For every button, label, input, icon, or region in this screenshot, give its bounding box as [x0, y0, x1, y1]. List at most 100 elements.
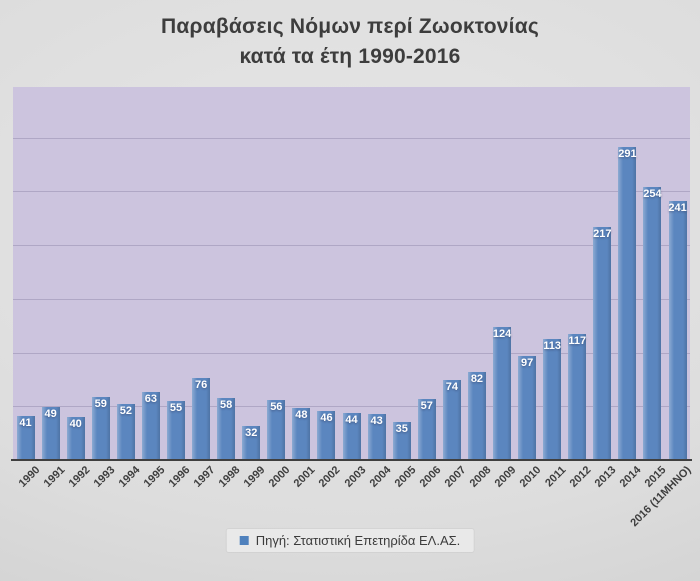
x-axis-tick-label: 2010	[517, 464, 544, 490]
bar: 32	[242, 425, 261, 460]
bar-value-label: 82	[470, 372, 484, 385]
bar-value-label: 63	[144, 393, 158, 406]
bar-slot: 52	[113, 87, 138, 460]
bar: 291	[618, 147, 637, 460]
bar-value-label: 58	[220, 398, 233, 411]
x-axis-line	[11, 459, 692, 461]
bar-value-label: 57	[420, 399, 433, 412]
bar-value-label: 124	[492, 327, 512, 340]
x-axis-tick-label: 1990	[16, 464, 43, 490]
bar: 97	[518, 355, 537, 460]
bar-slot: 74	[439, 87, 464, 460]
bar-slot: 57	[414, 87, 439, 460]
bar-slot: 40	[63, 87, 88, 460]
bar-value-label: 35	[395, 423, 408, 436]
bar: 49	[41, 407, 60, 460]
x-axis-tick-label: 2008	[467, 464, 494, 490]
bar-value-label: 56	[270, 400, 283, 413]
gridline	[13, 137, 690, 139]
bar: 35	[392, 422, 411, 460]
bar-slot: 32	[239, 87, 264, 460]
gridline	[13, 298, 690, 300]
bar-slot: 56	[264, 87, 289, 460]
legend: Πηγή: Στατιστική Επετηρίδα ΕΛ.ΑΣ.	[226, 529, 474, 552]
bar-value-label: 117	[568, 335, 587, 348]
bar-value-label: 40	[69, 418, 82, 431]
bar: 124	[492, 326, 512, 460]
bar-slot: 46	[314, 87, 339, 460]
plot-area: 41 49 40 59 52 63 55 76 58 32 56 48 46 44 43 35 57 74 82 12…	[13, 87, 690, 460]
bar-value-label: 43	[370, 414, 383, 427]
bar: 241	[668, 200, 687, 460]
x-axis-tick-label: 2006	[417, 464, 444, 490]
bar-value-label: 59	[94, 397, 107, 410]
bar-value-label: 44	[345, 413, 358, 426]
x-axis-tick-label: 2013	[592, 464, 619, 490]
bar-slot: 48	[289, 87, 314, 460]
bar: 58	[217, 397, 236, 460]
bar-value-label: 97	[520, 356, 534, 369]
bar-value-label: 291	[618, 148, 637, 161]
gridline	[13, 191, 690, 193]
bar: 63	[141, 392, 160, 460]
x-axis-tick-label: 2002	[317, 464, 343, 490]
x-axis-tick-label: 2009	[492, 464, 519, 490]
bar-value-label: 48	[295, 409, 308, 422]
bar-slot: 291	[615, 87, 640, 460]
legend-label: Πηγή: Στατιστική Επετηρίδα ΕΛ.ΑΣ.	[255, 533, 461, 548]
bar-value-label: 41	[19, 416, 32, 429]
bar: 41	[16, 415, 35, 460]
bar: 113	[543, 338, 562, 460]
gridline	[13, 245, 690, 246]
x-axis-tick-label: 2004	[367, 464, 394, 490]
x-axis-tick-label: 2014	[617, 464, 644, 490]
bar-slot: 49	[38, 87, 63, 460]
bar-value-label: 46	[320, 411, 333, 424]
bar-slot: 44	[339, 87, 364, 460]
x-axis-tick-label: 2011	[543, 464, 569, 490]
bar: 40	[66, 417, 85, 460]
bar-value-label: 55	[169, 401, 183, 414]
bar-value-label: 217	[593, 227, 612, 240]
gridline	[13, 406, 690, 408]
bar-value-label: 32	[245, 426, 258, 439]
gridline	[13, 352, 690, 354]
bar-slot: 76	[189, 87, 214, 460]
x-axis-tick-label: 2001	[292, 464, 318, 490]
bar-slot: 117	[565, 87, 590, 460]
chart-title: Παραβάσεις Νόμων περί Ζωοκτονίας κατά τα…	[0, 12, 700, 72]
x-axis-tick-label: 1997	[191, 464, 218, 490]
x-axis-tick-label: 1999	[241, 464, 268, 490]
x-axis-tick-label: 2003	[342, 464, 368, 490]
x-axis-tick-label: 2015	[643, 464, 669, 490]
bar-slot: 58	[214, 87, 239, 460]
bar-slot: 63	[138, 87, 163, 460]
bar-slot: 41	[13, 87, 38, 460]
bar: 57	[417, 398, 436, 460]
bar: 56	[267, 399, 286, 460]
bar-value-label: 76	[194, 379, 208, 392]
bar: 46	[317, 410, 336, 460]
bar: 52	[116, 404, 135, 460]
bar: 43	[367, 413, 386, 460]
bar-slot: 59	[88, 87, 113, 460]
bar-slot: 124	[489, 87, 514, 460]
bar-value-label: 241	[668, 201, 687, 214]
chart-title-line2: κατά τα έτη 1990-2016	[239, 45, 461, 68]
x-axis-tick-label: 1994	[116, 464, 143, 490]
bar-value-label: 74	[445, 381, 458, 394]
bar: 254	[643, 186, 662, 460]
bar: 117	[568, 334, 587, 460]
bar-value-label: 113	[543, 339, 562, 352]
chart-title-line1: Παραβάσεις Νόμων περί Ζωοκτονίας	[161, 15, 539, 38]
x-axis-tick-label: 1991	[41, 464, 68, 490]
bar-value-label: 49	[44, 408, 57, 421]
bar-slot: 241	[665, 87, 690, 460]
x-axis-tick-label: 1998	[216, 464, 243, 490]
bar-slot: 55	[163, 87, 188, 460]
bar: 48	[292, 408, 311, 460]
bar: 82	[467, 371, 486, 460]
bar-slot: 217	[590, 87, 615, 460]
bar: 44	[342, 412, 361, 460]
bar: 74	[442, 380, 461, 460]
